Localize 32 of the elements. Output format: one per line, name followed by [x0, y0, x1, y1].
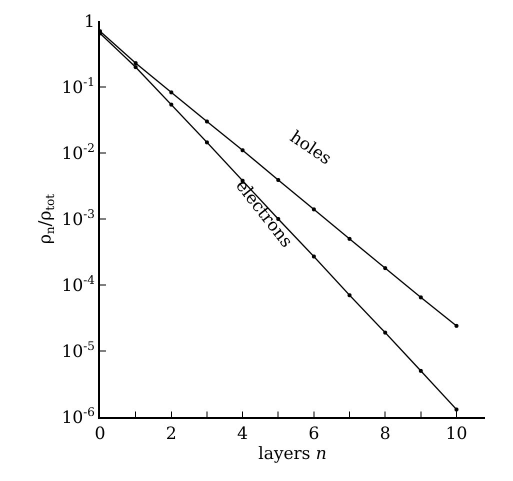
y-tick-label: 10$^{-1}$ [62, 74, 95, 98]
point [134, 61, 138, 66]
point [312, 254, 316, 259]
point [169, 90, 174, 94]
point [454, 407, 458, 412]
x-tick-label: 8 [380, 424, 391, 444]
point [134, 65, 138, 70]
point [418, 368, 423, 373]
x-tick-label: 10 [446, 424, 468, 444]
y-tick-label: 10$^{-4}$ [62, 272, 95, 296]
point [240, 148, 245, 152]
point [348, 293, 352, 298]
point [312, 207, 316, 212]
y-tick-label: 10$^{-6}$ [62, 404, 95, 428]
point [454, 324, 458, 328]
x-tick-label: 0 [94, 424, 106, 444]
x-tick-label: 4 [237, 424, 248, 444]
y-tick-label: 10$^{-2}$ [62, 140, 95, 164]
point [204, 120, 209, 124]
point [348, 236, 352, 241]
point [204, 140, 209, 144]
y-tick-label: 1 [84, 12, 95, 32]
y-tick-label: 10$^{-3}$ [62, 206, 95, 230]
x-tick-label: 6 [308, 424, 320, 444]
y-tick-label: 10$^{-5}$ [62, 338, 95, 362]
point [276, 178, 280, 182]
x-axis-title: layers n [258, 444, 327, 464]
point [383, 330, 388, 335]
x-tick-label: 2 [166, 424, 177, 444]
point [418, 295, 423, 300]
point [383, 266, 388, 270]
point [169, 102, 174, 107]
